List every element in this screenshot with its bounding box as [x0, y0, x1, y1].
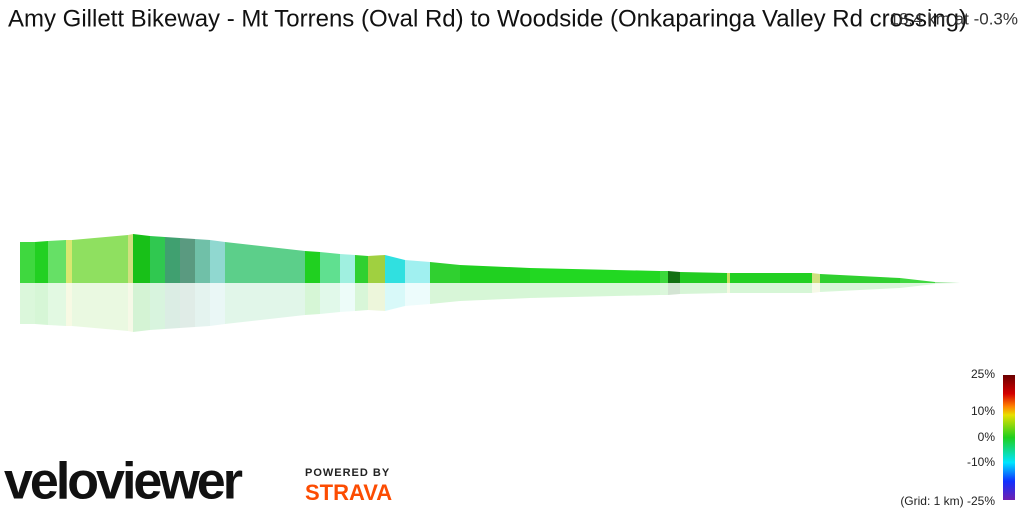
profile-segment — [180, 238, 195, 283]
gradient-legend — [1003, 375, 1015, 500]
profile-segment — [368, 255, 385, 283]
reflection-segment — [165, 283, 180, 329]
reflection-segment — [48, 283, 66, 326]
profile-segment — [730, 273, 812, 283]
profile-segments — [20, 234, 960, 283]
profile-segment — [165, 237, 180, 283]
profile-segment — [225, 242, 305, 283]
reflection-segment — [812, 283, 820, 293]
legend-label: 10% — [971, 404, 995, 418]
profile-segment — [680, 272, 727, 283]
profile-segment — [133, 234, 150, 283]
reflection-segment — [820, 283, 900, 292]
profile-segment — [820, 274, 900, 283]
profile-segment — [668, 271, 680, 283]
profile-segment — [195, 239, 210, 283]
reflection-segment — [680, 283, 727, 294]
profile-segment — [48, 240, 66, 283]
reflection-segment — [355, 283, 368, 311]
summary: 18.4 km at -0.3% — [889, 9, 1018, 28]
reflection-segment — [305, 283, 320, 315]
profile-segment — [660, 271, 668, 283]
reflection-segment — [180, 283, 195, 328]
profile-segment — [72, 235, 128, 283]
profile-segment — [320, 252, 340, 283]
reflection-segment — [195, 283, 210, 327]
profile-segment — [900, 278, 935, 283]
reflection-segment — [660, 283, 668, 295]
profile-segment — [812, 273, 820, 283]
powered-by: POWERED BY — [305, 467, 390, 479]
profile-segment — [340, 254, 355, 283]
reflection-segment — [900, 283, 935, 288]
profile-segment — [210, 240, 225, 283]
profile-segment — [460, 265, 530, 283]
reflection-segment — [66, 283, 72, 326]
reflection-segment — [210, 283, 225, 326]
reflection-segment — [35, 283, 48, 325]
profile-segment — [128, 234, 133, 283]
profile-segment — [530, 268, 660, 283]
legend-label: 0% — [978, 430, 996, 444]
reflection-segment — [225, 283, 305, 324]
reflection-segment — [730, 283, 812, 293]
reflection-segment — [530, 283, 660, 298]
reflection-segment — [20, 283, 35, 324]
profile-segment — [385, 255, 405, 283]
profile-segment — [35, 241, 48, 283]
profile-reflection — [20, 283, 960, 332]
reflection-segment — [385, 283, 405, 311]
reflection-segment — [668, 283, 680, 295]
profile-segment — [935, 282, 960, 283]
logo: veloviewer — [4, 453, 243, 511]
profile-segment — [430, 262, 460, 283]
reflection-segment — [133, 283, 150, 332]
profile-segment — [405, 260, 430, 283]
legend-label: 25% — [971, 367, 995, 381]
reflection-segment — [72, 283, 128, 331]
legend-label: -10% — [967, 455, 995, 469]
reflection-segment — [935, 283, 960, 284]
reflection-segment — [150, 283, 165, 330]
provider-logo: STRAVA — [305, 480, 392, 505]
profile-segment — [355, 255, 368, 283]
title: Amy Gillett Bikeway - Mt Torrens (Oval R… — [8, 5, 967, 32]
reflection-segment — [727, 283, 730, 293]
reflection-segment — [320, 283, 340, 314]
profile-segment — [150, 236, 165, 283]
profile-segment — [305, 251, 320, 283]
reflection-segment — [460, 283, 530, 301]
reflection-segment — [340, 283, 355, 312]
profile-segment — [66, 240, 72, 283]
reflection-segment — [405, 283, 430, 306]
reflection-segment — [430, 283, 460, 304]
reflection-segment — [128, 283, 133, 332]
legend-label: (Grid: 1 km) -25% — [900, 494, 995, 508]
reflection-segment — [368, 283, 385, 311]
profile-segment — [20, 242, 35, 283]
profile-segment — [727, 273, 730, 283]
